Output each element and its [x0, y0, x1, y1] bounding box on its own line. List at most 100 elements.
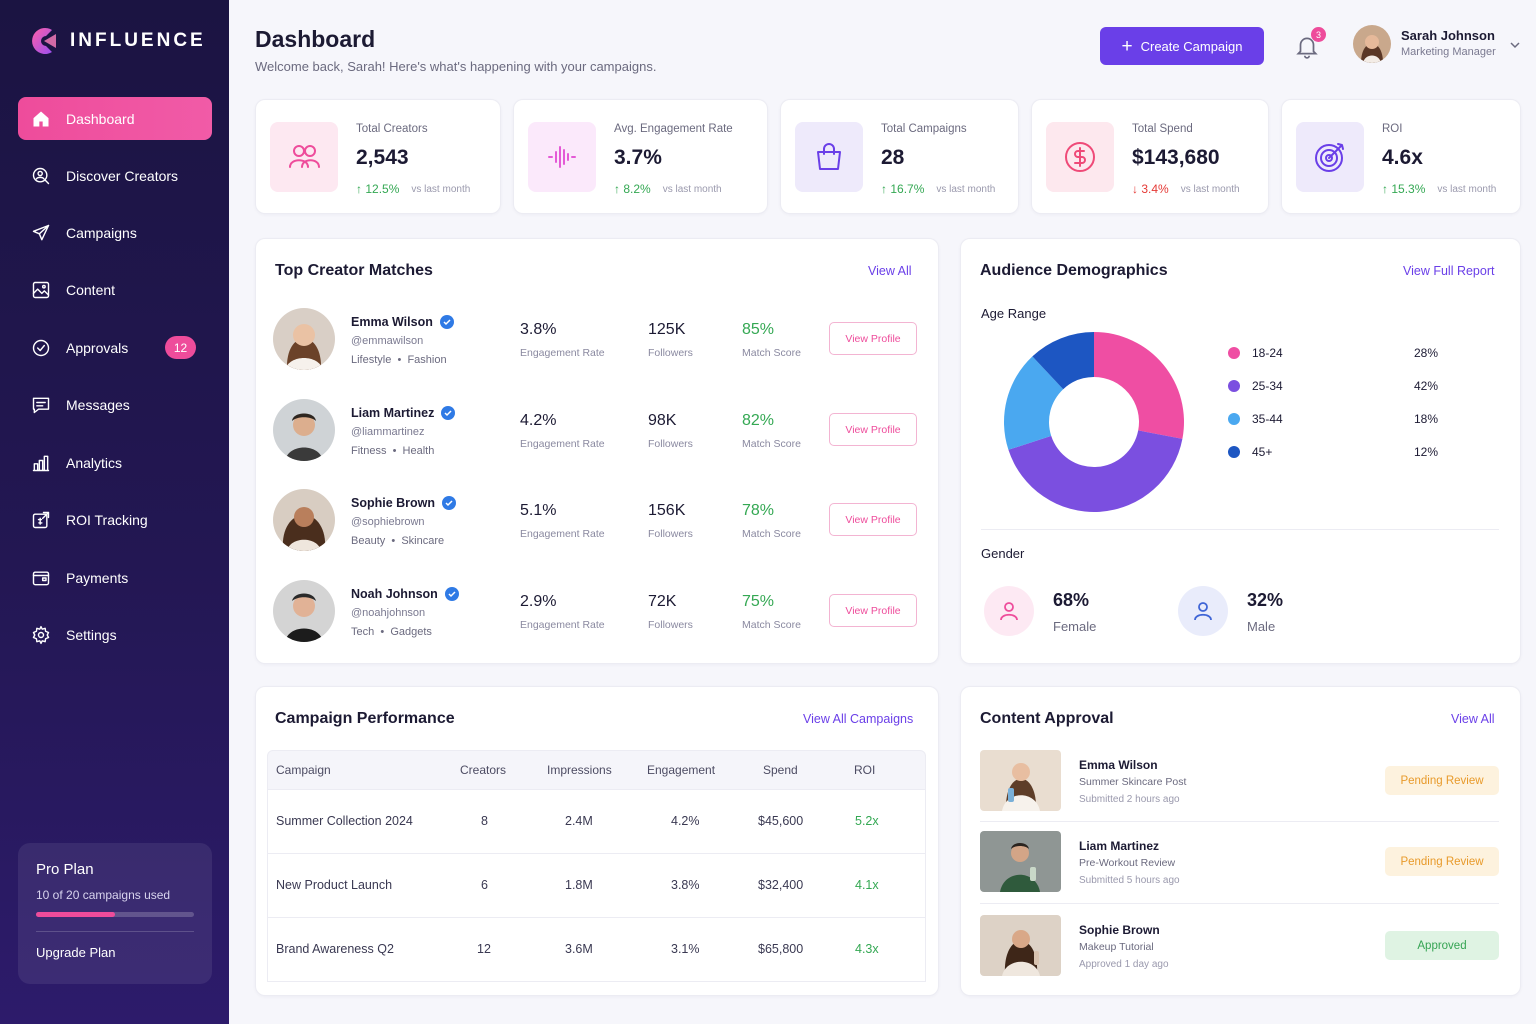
chevron-down-icon[interactable] — [1508, 38, 1522, 52]
spend-cell: $45,600 — [758, 814, 804, 828]
donut-slice-25-34[interactable] — [1008, 430, 1183, 512]
plan-usage: 10 of 20 campaigns used — [36, 888, 171, 902]
creator-tag: Lifestyle — [351, 354, 392, 366]
column-header[interactable]: ROI — [854, 763, 876, 777]
legend-dot — [1228, 446, 1240, 458]
creator-name[interactable]: Liam Martinez — [351, 406, 456, 420]
column-header[interactable]: Creators — [460, 763, 507, 777]
followers-value: 156K — [648, 502, 686, 519]
view-profile-button[interactable]: View Profile — [829, 322, 917, 355]
legend-value: 28% — [1414, 346, 1439, 360]
upgrade-plan-link[interactable]: Upgrade Plan — [36, 945, 116, 960]
sidebar-item-approvals[interactable]: Approvals 12 — [18, 326, 212, 369]
legend-dot — [1228, 380, 1240, 392]
creator-avatar[interactable] — [273, 399, 335, 461]
sidebar-item-roi-tracking[interactable]: ROI Tracking — [18, 498, 212, 541]
content-thumbnail[interactable] — [980, 750, 1061, 811]
roi-cell: 5.2x — [855, 814, 879, 828]
creator-tags: Beauty • Skincare — [351, 535, 445, 547]
approval-item[interactable]: Liam Martinez Pre-Workout Review Submitt… — [980, 831, 1500, 895]
user-name[interactable]: Sarah Johnson — [1401, 28, 1495, 43]
creator-handle: @noahjohnson — [351, 607, 426, 619]
column-header[interactable]: Engagement — [647, 763, 716, 777]
section-title: Campaign Performance — [275, 710, 455, 727]
stat-change-value: 8.2% — [623, 182, 651, 196]
campaign-name: New Product Launch — [276, 878, 393, 892]
creator-name[interactable]: Sophie Brown — [351, 496, 457, 510]
sidebar-item-discover-creators[interactable]: Discover Creators — [18, 154, 212, 197]
notifications-button[interactable] — [1294, 33, 1320, 59]
match-score-value: 78% — [742, 502, 775, 519]
view-profile-button[interactable]: View Profile — [829, 503, 917, 536]
verified-badge-icon — [442, 496, 457, 510]
stat-value: $143,680 — [1132, 146, 1220, 169]
donut-slice-35-44[interactable] — [1004, 356, 1064, 450]
table-row[interactable]: Summer Collection 2024 8 2.4M 4.2% $45,6… — [267, 790, 926, 854]
creator-name: Liam Martinez — [1079, 839, 1160, 853]
sidebar-item-analytics[interactable]: Analytics — [18, 441, 212, 484]
creator-avatar[interactable] — [273, 580, 335, 642]
stat-card-total-spend: Total Spend $143,680 ↓ 3.4% vs last month — [1031, 99, 1269, 214]
sidebar-item-campaigns[interactable]: Campaigns — [18, 211, 212, 254]
column-header[interactable]: Impressions — [547, 763, 612, 777]
column-header[interactable]: Spend — [763, 763, 798, 777]
sidebar-item-content[interactable]: Content — [18, 268, 212, 311]
view-all-campaigns-link[interactable]: View All Campaigns — [803, 712, 914, 726]
creator-tag: Tech — [351, 626, 375, 638]
creator-tag: Fashion — [407, 354, 447, 366]
approval-item[interactable]: Sophie Brown Makeup Tutorial Approved 1 … — [980, 915, 1500, 979]
arrow-up-icon: ↑ — [1382, 182, 1392, 196]
image-icon — [32, 281, 50, 298]
sidebar-item-payments[interactable]: Payments — [18, 556, 212, 599]
create-campaign-button[interactable]: + Create Campaign — [1100, 27, 1264, 65]
content-thumbnail-image — [980, 750, 1061, 811]
sidebar-item-messages[interactable]: Messages — [18, 383, 212, 426]
status-badge[interactable]: Pending Review — [1385, 847, 1499, 876]
creator-tags: Fitness • Health — [351, 445, 435, 457]
top-creator-matches-card: Top Creator Matches View All Emma Wilson… — [255, 238, 939, 664]
sidebar-item-dashboard[interactable]: Dashboard — [18, 97, 212, 140]
donut-slice-18-24[interactable] — [1094, 332, 1184, 439]
engagement-value: 4.2% — [520, 412, 557, 429]
status-badge[interactable]: Approved — [1385, 931, 1499, 960]
stat-value: 4.6x — [1382, 146, 1423, 169]
sidebar-item-label: Content — [66, 281, 116, 298]
arrow-down-icon: ↓ — [1132, 182, 1142, 196]
donut-slice-45+[interactable] — [1032, 332, 1094, 390]
status-badge[interactable]: Pending Review — [1385, 766, 1499, 795]
stat-change: ↑ 16.7% vs last month — [881, 182, 995, 196]
male-label: Male — [1247, 619, 1276, 634]
stat-card-total-creators: Total Creators 2,543 ↑ 12.5% vs last mont… — [255, 99, 501, 214]
sidebar-item-label: ROI Tracking — [66, 511, 148, 528]
view-profile-button[interactable]: View Profile — [829, 413, 917, 446]
creator-avatar[interactable] — [273, 489, 335, 551]
content-thumbnail-image — [980, 831, 1061, 892]
sidebar-item-settings[interactable]: Settings — [18, 613, 212, 656]
table-row[interactable]: New Product Launch 6 1.8M 3.8% $32,400 4… — [267, 854, 926, 918]
view-profile-button[interactable]: View Profile — [829, 594, 917, 627]
brand-logo[interactable]: INFLUENCE — [30, 26, 206, 56]
view-full-report-link[interactable]: View Full Report — [1403, 264, 1495, 278]
view-all-content-link[interactable]: View All — [1451, 712, 1495, 726]
stat-label: Avg. Engagement Rate — [614, 123, 733, 135]
row-divider — [980, 821, 1499, 822]
approvals-count-badge: 12 — [165, 336, 196, 359]
creator-avatar[interactable] — [273, 308, 335, 370]
table-row[interactable]: Brand Awareness Q2 12 3.6M 3.1% $65,800 … — [267, 918, 926, 982]
approval-item[interactable]: Emma Wilson Summer Skincare Post Submitt… — [980, 750, 1500, 814]
content-thumbnail[interactable] — [980, 831, 1061, 892]
creator-photo — [273, 308, 335, 370]
creator-tags: Lifestyle • Fashion — [351, 354, 447, 366]
content-thumbnail[interactable] — [980, 915, 1061, 976]
creator-name[interactable]: Noah Johnson — [351, 587, 459, 601]
view-all-creators-link[interactable]: View All — [868, 264, 912, 278]
creator-tags: Tech • Gadgets — [351, 626, 432, 638]
roi-cell: 4.1x — [855, 878, 879, 892]
stat-vs-label: vs last month — [936, 183, 996, 195]
create-campaign-label: Create Campaign — [1140, 38, 1243, 54]
bar-chart-icon — [32, 455, 50, 471]
creator-name[interactable]: Emma Wilson — [351, 315, 454, 329]
legend-value: 12% — [1414, 445, 1439, 459]
column-header[interactable]: Campaign — [276, 763, 331, 777]
user-avatar[interactable] — [1353, 25, 1391, 63]
